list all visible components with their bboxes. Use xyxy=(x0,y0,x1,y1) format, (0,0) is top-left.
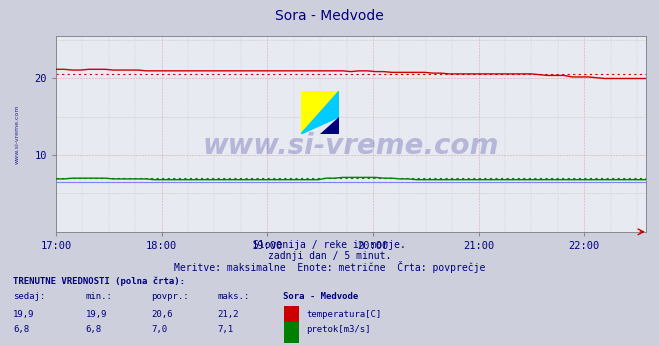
Text: www.si-vreme.com: www.si-vreme.com xyxy=(203,132,499,160)
Text: TRENUTNE VREDNOSTI (polna črta):: TRENUTNE VREDNOSTI (polna črta): xyxy=(13,277,185,286)
Text: 7,0: 7,0 xyxy=(152,325,167,334)
Text: povpr.:: povpr.: xyxy=(152,292,189,301)
Text: zadnji dan / 5 minut.: zadnji dan / 5 minut. xyxy=(268,251,391,261)
Text: Sora - Medvode: Sora - Medvode xyxy=(283,292,358,301)
Text: 20,6: 20,6 xyxy=(152,310,173,319)
Text: 6,8: 6,8 xyxy=(86,325,101,334)
Text: 19,9: 19,9 xyxy=(86,310,107,319)
Text: sedaj:: sedaj: xyxy=(13,292,45,301)
Text: temperatura[C]: temperatura[C] xyxy=(306,310,382,319)
Text: pretok[m3/s]: pretok[m3/s] xyxy=(306,325,371,334)
Text: www.si-vreme.com: www.si-vreme.com xyxy=(15,104,20,164)
Text: 6,8: 6,8 xyxy=(13,325,29,334)
Text: Meritve: maksimalne  Enote: metrične  Črta: povprečje: Meritve: maksimalne Enote: metrične Črta… xyxy=(174,261,485,273)
Text: Sora - Medvode: Sora - Medvode xyxy=(275,9,384,22)
Text: 7,1: 7,1 xyxy=(217,325,233,334)
Text: 21,2: 21,2 xyxy=(217,310,239,319)
Text: min.:: min.: xyxy=(86,292,113,301)
Text: Slovenija / reke in morje.: Slovenija / reke in morje. xyxy=(253,240,406,251)
Text: maks.:: maks.: xyxy=(217,292,250,301)
Text: 19,9: 19,9 xyxy=(13,310,35,319)
